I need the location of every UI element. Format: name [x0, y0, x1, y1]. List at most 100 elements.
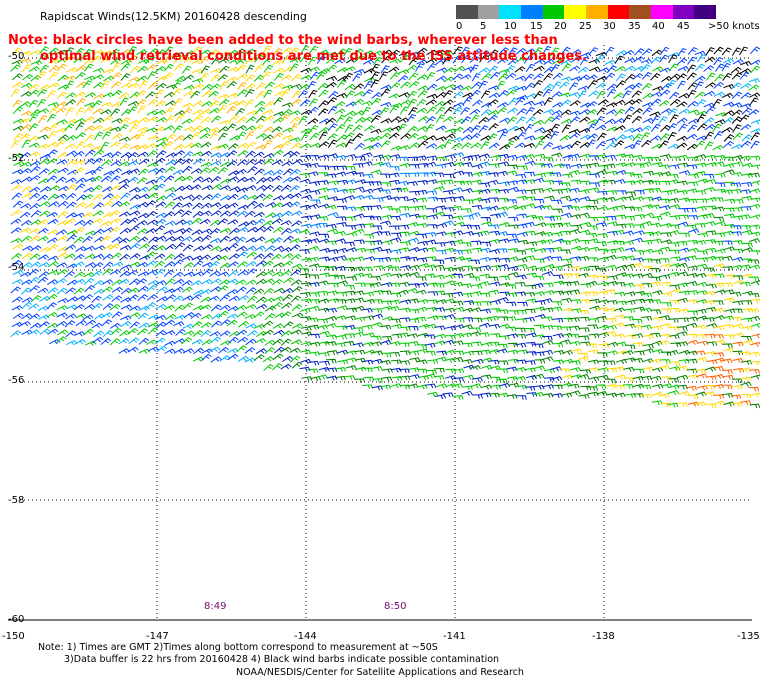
wind-barb: [236, 187, 249, 193]
wind-barb: [624, 106, 635, 115]
wind-barb: [436, 67, 448, 73]
wind-barb: [578, 255, 590, 261]
wind-barb: [506, 233, 518, 239]
wind-barb: [91, 218, 103, 224]
wind-barb: [362, 89, 373, 97]
wind-barb: [604, 72, 616, 80]
wind-barb: [262, 356, 274, 363]
wind-barb: [254, 168, 265, 176]
wind-barb: [660, 383, 673, 389]
wind-barb: [597, 367, 609, 373]
wind-barb: [642, 196, 654, 202]
wind-barb: [73, 212, 85, 218]
wind-barb: [634, 214, 646, 219]
wind-barb: [64, 47, 75, 56]
wind-barb: [308, 360, 320, 366]
wind-barb: [127, 176, 139, 184]
wind-barb: [488, 65, 499, 74]
wind-barb: [192, 158, 204, 165]
wind-barb: [561, 317, 573, 323]
wind-barb: [586, 100, 598, 108]
wind-barb: [147, 346, 159, 352]
wind-barb: [406, 113, 417, 123]
wind-barb: [326, 64, 338, 72]
wind-barb: [515, 333, 527, 339]
wind-barb: [84, 134, 96, 142]
wind-barb: [623, 49, 635, 56]
wind-barb: [460, 85, 473, 91]
wind-barb: [452, 55, 463, 64]
wind-barb: [291, 279, 303, 286]
wind-barb: [399, 54, 411, 63]
wind-barb: [281, 227, 292, 235]
wind-barb: [471, 179, 483, 185]
wind-barb: [210, 160, 222, 166]
wind-barb: [291, 90, 302, 99]
wind-barb: [703, 173, 715, 179]
wind-barb: [452, 332, 465, 338]
wind-barb: [596, 132, 607, 141]
wind-barb: [398, 281, 410, 287]
wind-barb: [425, 351, 436, 356]
wind-barb: [181, 236, 193, 242]
wind-barb: [642, 298, 654, 304]
wind-barb: [542, 45, 552, 55]
wind-barb: [298, 83, 310, 91]
wind-barb: [325, 223, 337, 229]
wind-barb: [579, 127, 591, 134]
wind-barb: [226, 319, 238, 327]
wind-barb: [57, 329, 69, 336]
wind-barb: [37, 227, 49, 235]
wind-barb: [469, 364, 481, 371]
wind-barb: [264, 305, 276, 312]
wind-barb: [137, 144, 149, 150]
wind-barb: [739, 281, 751, 287]
wind-barb: [650, 187, 662, 193]
wind-barb: [749, 188, 760, 194]
wind-barb: [623, 134, 635, 141]
wind-barb: [30, 109, 41, 117]
wind-barb: [722, 72, 732, 81]
wind-barb: [370, 114, 381, 123]
wind-barb: [490, 264, 502, 270]
wind-barb: [660, 171, 672, 177]
wind-barb: [624, 344, 636, 350]
wind-barb: [299, 308, 311, 314]
wind-barb: [21, 297, 34, 303]
wind-barb: [650, 72, 661, 81]
wind-barb: [47, 328, 59, 335]
wind-barb: [408, 271, 420, 278]
wind-barb: [740, 60, 752, 67]
wind-barb: [676, 117, 688, 124]
wind-barb: [84, 63, 94, 72]
wind-barb: [92, 261, 104, 269]
wind-barb: [553, 290, 565, 296]
wind-barb: [462, 374, 475, 380]
wind-barb: [534, 59, 546, 65]
wind-barb: [307, 80, 317, 90]
wind-barb: [406, 64, 418, 72]
wind-barb: [578, 212, 590, 218]
wind-barb: [246, 251, 258, 259]
wind-barb: [442, 190, 454, 195]
wind-barb: [289, 110, 301, 116]
wind-barb: [587, 349, 599, 355]
wind-barb: [210, 74, 221, 82]
wind-barb: [119, 244, 132, 251]
wind-barb: [129, 278, 140, 286]
wind-barb: [596, 179, 609, 185]
wind-barb: [687, 89, 697, 99]
wind-barb: [145, 251, 157, 259]
wind-barb: [587, 391, 599, 397]
wind-barb: [463, 300, 475, 306]
wind-barb: [435, 394, 447, 400]
wind-barb: [742, 273, 754, 279]
wind-barb: [262, 225, 274, 233]
wind-barb: [695, 373, 708, 379]
wind-barb: [695, 324, 707, 330]
wind-barb: [515, 205, 527, 211]
wind-barb: [235, 107, 246, 116]
wind-barb: [327, 187, 339, 193]
wind-barb: [739, 46, 749, 56]
wind-barb: [119, 330, 131, 337]
